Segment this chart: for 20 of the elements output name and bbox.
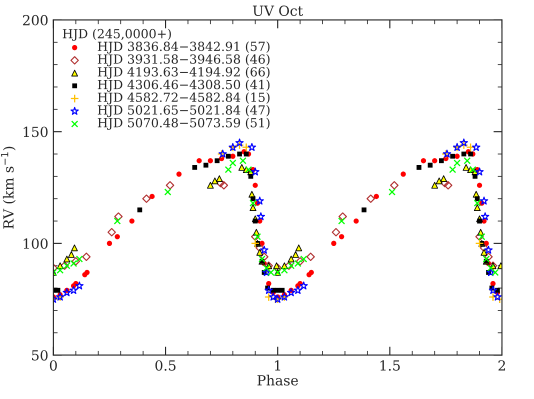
y-tick-label: 100 [24, 238, 48, 249]
y-tick-label: 50 [32, 350, 48, 361]
legend-label: HJD 4582.72−4582.84 (15) [98, 92, 270, 104]
x-tick-label: 1 [274, 360, 280, 371]
legend-label: HJD 3836.84−3842.91 (57) [98, 41, 270, 54]
legend-label: HJD 5070.48−5073.59 (51) [98, 118, 270, 130]
x-tick-label: 1.5 [380, 360, 400, 371]
legend-label: HJD 4306.46−4308.50 (41) [98, 80, 270, 92]
x-tick-label: 0.5 [155, 360, 176, 371]
y-tick-label: 150 [24, 126, 48, 138]
x-tick-label: 2 [498, 360, 506, 371]
chart-title: UV Oct [252, 5, 304, 16]
x-axis-title: Phase [257, 374, 298, 386]
legend-label: HJD 5021.65−5021.84 (47) [98, 105, 270, 118]
legend-label: HJD 4193.63−4194.92 (66) [98, 66, 270, 79]
legend-title: HJD (245,0000+) [62, 28, 171, 41]
y-axis-title: RV (km s$^{−1}$) [1, 146, 16, 229]
legend-label: HJD 3931.58−3946.58 (46) [98, 54, 270, 66]
y-tick-label: 200 [22, 14, 48, 26]
x-tick-label: 0 [50, 360, 57, 371]
